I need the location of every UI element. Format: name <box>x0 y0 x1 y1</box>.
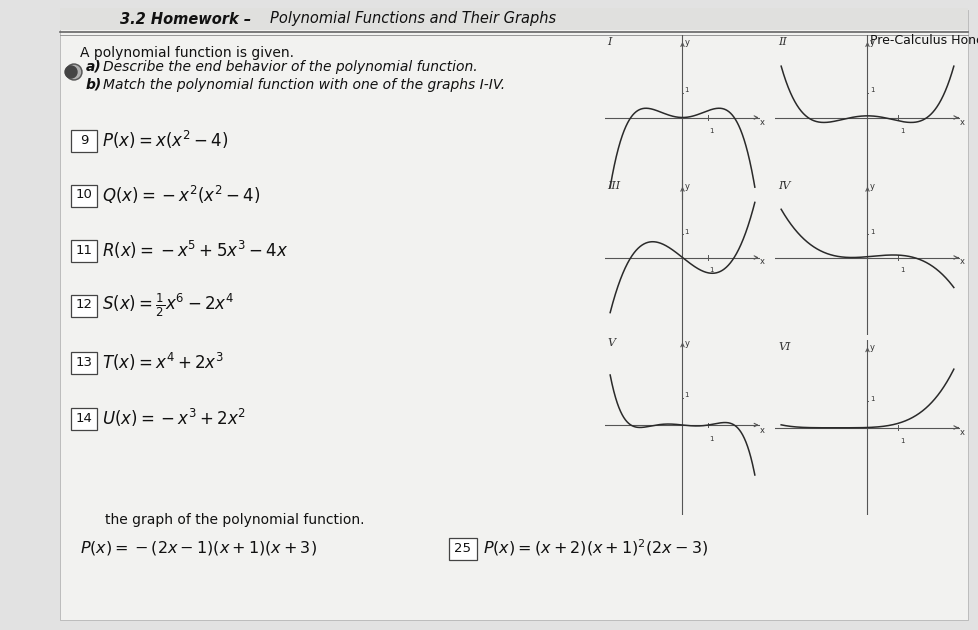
Text: x: x <box>759 426 764 435</box>
FancyBboxPatch shape <box>71 352 97 374</box>
Text: b): b) <box>86 78 102 92</box>
Text: $S(x) = \frac{1}{2}x^6 - 2x^4$: $S(x) = \frac{1}{2}x^6 - 2x^4$ <box>102 291 234 319</box>
FancyBboxPatch shape <box>71 240 97 262</box>
FancyBboxPatch shape <box>449 538 476 560</box>
Text: 11: 11 <box>75 244 92 256</box>
Circle shape <box>67 66 80 79</box>
Text: IV: IV <box>778 181 789 192</box>
Text: $P(x) = x(x^2 - 4)$: $P(x) = x(x^2 - 4)$ <box>102 129 228 151</box>
Text: Describe the end behavior of the polynomial function.: Describe the end behavior of the polynom… <box>103 60 477 74</box>
FancyBboxPatch shape <box>71 130 97 152</box>
Text: 1: 1 <box>684 392 689 398</box>
Text: III: III <box>607 181 620 192</box>
Text: V: V <box>607 338 615 348</box>
Text: I: I <box>607 37 611 47</box>
Text: 14: 14 <box>75 411 92 425</box>
Text: y: y <box>684 182 689 192</box>
Text: 1: 1 <box>899 128 904 134</box>
FancyBboxPatch shape <box>71 185 97 207</box>
Text: 1: 1 <box>869 229 873 235</box>
Text: $P(x) = -(2x-1)(x+1)(x+3)$: $P(x) = -(2x-1)(x+1)(x+3)$ <box>80 539 317 557</box>
Text: 1: 1 <box>899 267 904 273</box>
Text: $Q(x) = -x^2(x^2 - 4)$: $Q(x) = -x^2(x^2 - 4)$ <box>102 184 260 206</box>
Text: Polynomial Functions and Their Graphs: Polynomial Functions and Their Graphs <box>270 11 556 26</box>
Text: $U(x) = -x^3 + 2x^2$: $U(x) = -x^3 + 2x^2$ <box>102 407 246 429</box>
Text: y: y <box>869 343 874 353</box>
FancyBboxPatch shape <box>60 10 967 620</box>
Text: $T(x) = x^4 + 2x^3$: $T(x) = x^4 + 2x^3$ <box>102 351 224 373</box>
Text: x: x <box>759 118 764 127</box>
Text: A polynomial function is given.: A polynomial function is given. <box>80 46 293 60</box>
Text: $R(x) = -x^5 + 5x^3 - 4x$: $R(x) = -x^5 + 5x^3 - 4x$ <box>102 239 288 261</box>
FancyBboxPatch shape <box>60 8 967 30</box>
Text: x: x <box>759 258 764 266</box>
Text: Pre-Calculus Honors: Pre-Calculus Honors <box>869 33 978 47</box>
Text: Match the polynomial function with one of the graphs I-IV.: Match the polynomial function with one o… <box>103 78 505 92</box>
Text: x: x <box>958 118 963 127</box>
Text: 1: 1 <box>684 88 689 93</box>
Text: 9: 9 <box>80 134 88 147</box>
Text: y: y <box>684 339 689 348</box>
Circle shape <box>66 64 82 80</box>
Circle shape <box>65 66 77 78</box>
Text: 1: 1 <box>684 229 689 235</box>
Text: 3.2 Homework –: 3.2 Homework – <box>120 11 256 26</box>
Text: 25: 25 <box>454 542 471 556</box>
FancyBboxPatch shape <box>71 295 97 317</box>
Text: 1: 1 <box>869 88 873 93</box>
Text: y: y <box>684 38 689 47</box>
Text: II: II <box>778 37 786 47</box>
Text: x: x <box>958 258 963 266</box>
FancyBboxPatch shape <box>71 408 97 430</box>
Text: y: y <box>869 182 874 192</box>
Text: $P(x) = (x+2)(x+1)^2(2x-3)$: $P(x) = (x+2)(x+1)^2(2x-3)$ <box>482 537 707 558</box>
Text: 10: 10 <box>75 188 92 202</box>
Text: y: y <box>869 38 874 47</box>
Text: 13: 13 <box>75 355 92 369</box>
Text: VI: VI <box>778 343 789 353</box>
Text: a): a) <box>86 60 102 74</box>
Text: the graph of the polynomial function.: the graph of the polynomial function. <box>105 513 364 527</box>
Text: 1: 1 <box>709 267 713 273</box>
Text: 1: 1 <box>709 128 713 134</box>
Text: 1: 1 <box>869 396 873 402</box>
Text: 1: 1 <box>899 438 904 444</box>
Text: 1: 1 <box>709 436 713 442</box>
Text: x: x <box>958 428 963 437</box>
Text: 12: 12 <box>75 299 92 311</box>
